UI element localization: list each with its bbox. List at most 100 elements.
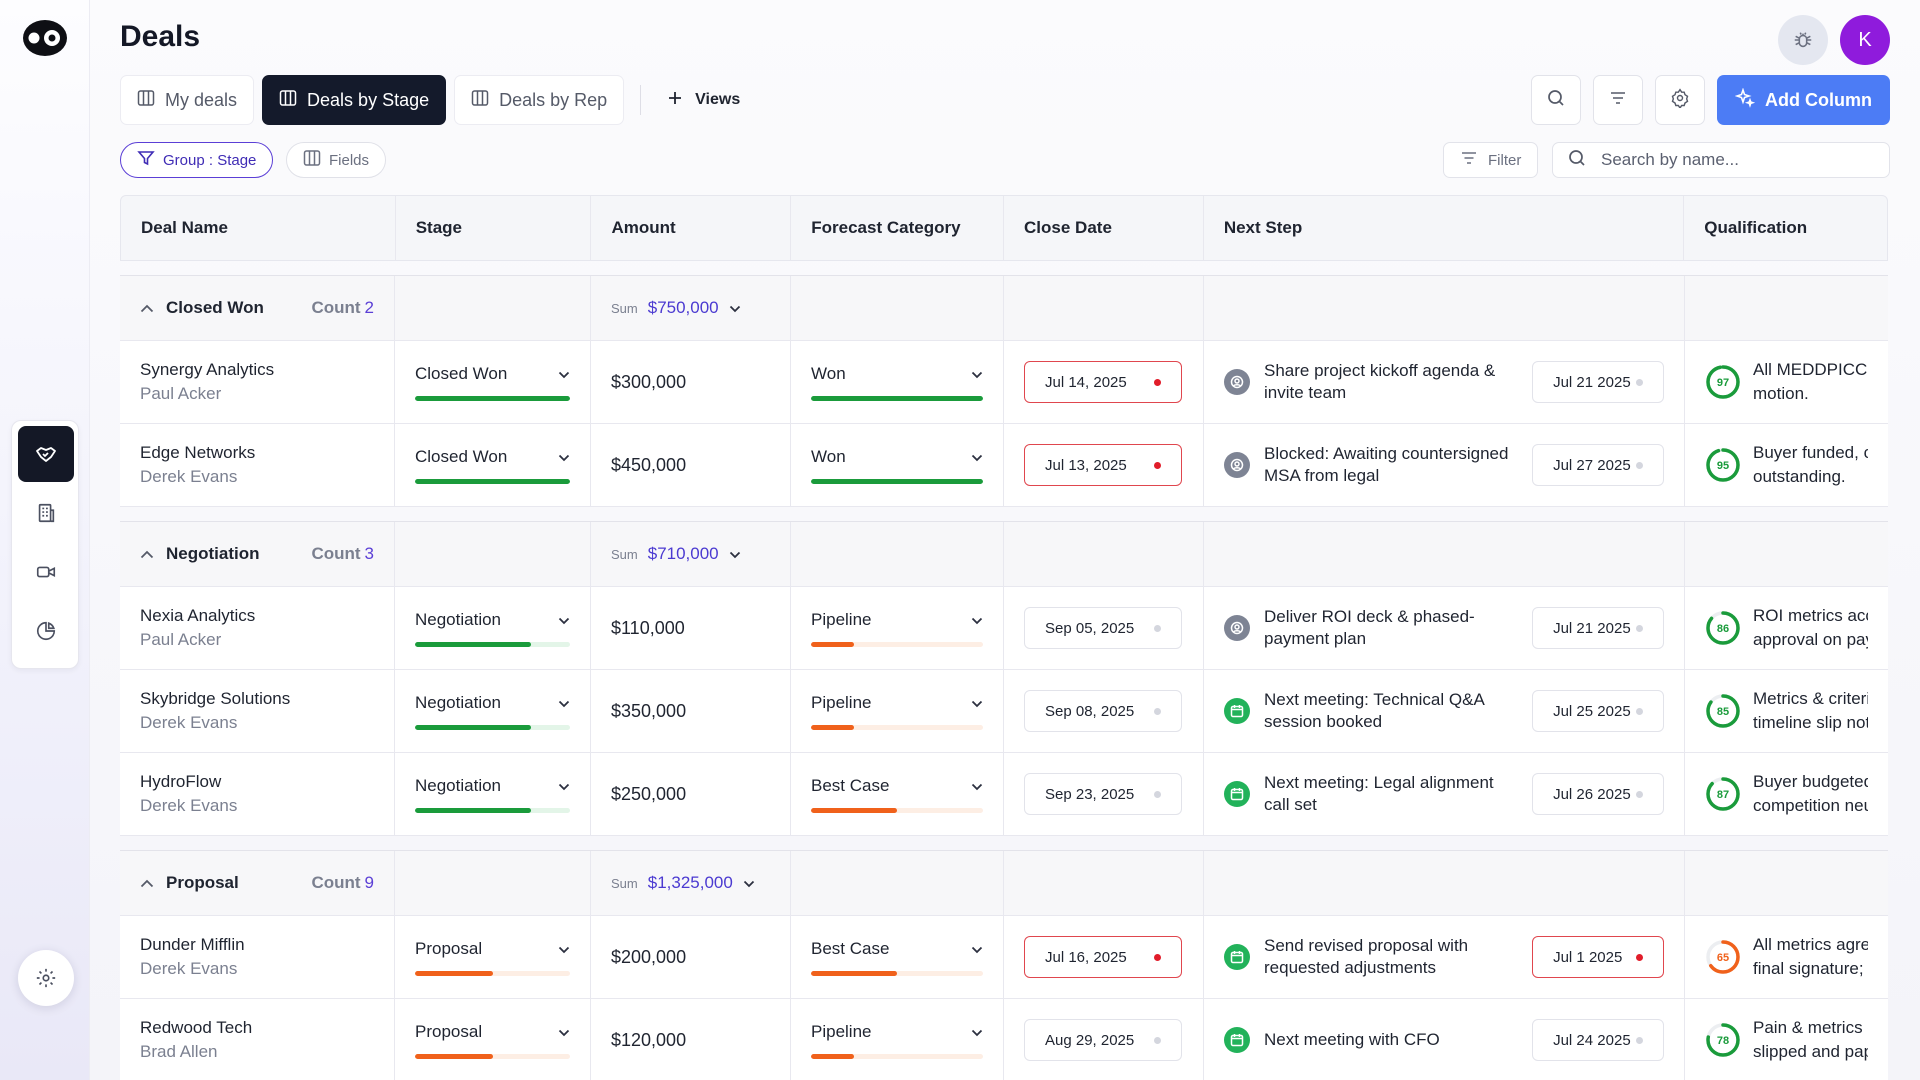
next-step-text[interactable]: Deliver ROI deck & phased-payment plan xyxy=(1264,606,1475,648)
forecast-select[interactable]: Won xyxy=(811,447,983,484)
stage-select[interactable]: Proposal xyxy=(415,939,570,976)
filter-button[interactable]: Filter xyxy=(1443,142,1539,178)
deal-amount[interactable]: $200,000 xyxy=(611,946,687,967)
table-row[interactable]: Nexia Analytics Paul Acker Negotiation $110… xyxy=(120,587,1888,670)
chevron-up-icon[interactable] xyxy=(140,298,154,318)
deals-handshake-icon[interactable] xyxy=(18,426,74,482)
search-field[interactable] xyxy=(1552,142,1890,178)
chevron-down-icon[interactable] xyxy=(729,547,741,562)
tab-deals-by-stage[interactable]: Deals by Stage xyxy=(262,75,447,125)
chevron-up-icon[interactable] xyxy=(140,873,154,893)
next-step-text[interactable]: Next meeting: Legal alignment call set xyxy=(1264,772,1494,814)
tab-my-deals[interactable]: My deals xyxy=(120,75,255,125)
qualification[interactable]: 78 Pain & metrics cle slipped and pape xyxy=(1705,1016,1868,1064)
group-header[interactable]: Negotiation Count 3 xyxy=(140,544,374,564)
app-logo-icon[interactable] xyxy=(22,18,68,58)
group-sum[interactable]: Sum $750,000 xyxy=(611,298,741,318)
group-cell[interactable]: Proposal Count 9 xyxy=(120,851,395,915)
next-step-text[interactable]: Send revised proposal with requested adj… xyxy=(1264,935,1469,977)
deal-amount[interactable]: $350,000 xyxy=(611,700,687,721)
table-row[interactable]: HydroFlow Derek Evans Negotiation $250,000 B… xyxy=(120,753,1888,836)
forecast-select[interactable]: Best Case xyxy=(811,776,983,813)
next-step-text[interactable]: Blocked: Awaiting countersigned MSA from… xyxy=(1264,443,1509,485)
search-input[interactable] xyxy=(1601,150,1861,170)
chevron-down-icon[interactable] xyxy=(743,876,755,891)
group-header[interactable]: Closed Won Count 2 xyxy=(140,298,374,318)
chevron-up-icon[interactable] xyxy=(140,544,154,564)
accounts-building-icon[interactable] xyxy=(18,485,74,541)
deal-name[interactable]: Dunder Mifflin xyxy=(140,935,245,955)
add-view-button[interactable]: Views xyxy=(657,75,750,125)
deal-name[interactable]: Redwood Tech xyxy=(140,1018,253,1038)
column-header-next-step[interactable]: Next Step xyxy=(1204,196,1685,260)
deal-name[interactable]: Synergy Analytics xyxy=(140,360,275,380)
qualification[interactable]: 87 Buyer budgeted, competition neut xyxy=(1705,770,1868,818)
qualification[interactable]: 97 All MEDDPICC fa motion. xyxy=(1705,358,1868,406)
next-step-date-picker[interactable]: Jul 1 2025 xyxy=(1532,936,1664,978)
forecast-select[interactable]: Best Case xyxy=(811,939,983,976)
stage-select[interactable]: Closed Won xyxy=(415,364,570,401)
search-button[interactable] xyxy=(1531,75,1582,125)
tab-deals-by-rep[interactable]: Deals by Rep xyxy=(454,75,625,125)
deal-name[interactable]: Edge Networks xyxy=(140,443,256,463)
next-step-date-picker[interactable]: Jul 24 2025 xyxy=(1532,1019,1664,1061)
deal-amount[interactable]: $110,000 xyxy=(611,617,685,638)
stage-select[interactable]: Negotiation xyxy=(415,610,570,647)
next-step-date-picker[interactable]: Jul 25 2025 xyxy=(1532,690,1664,732)
deal-amount[interactable]: $250,000 xyxy=(611,783,687,804)
column-header-deal-name[interactable]: Deal Name xyxy=(121,196,396,260)
column-header-amount[interactable]: Amount xyxy=(591,196,792,260)
deal-name[interactable]: HydroFlow xyxy=(140,772,222,792)
stage-select[interactable]: Proposal xyxy=(415,1022,570,1059)
deal-name[interactable]: Skybridge Solutions xyxy=(140,689,291,709)
group-cell[interactable]: Negotiation Count 3 xyxy=(120,522,395,586)
column-header-close-date[interactable]: Close Date xyxy=(1004,196,1204,260)
next-step-text[interactable]: Next meeting: Technical Q&A session book… xyxy=(1264,689,1484,731)
close-date-picker[interactable]: Jul 16, 2025 xyxy=(1024,936,1182,978)
close-date-picker[interactable]: Sep 23, 2025 xyxy=(1024,773,1182,815)
user-avatar[interactable]: K xyxy=(1840,15,1890,65)
forecast-select[interactable]: Won xyxy=(811,364,983,401)
column-header-stage[interactable]: Stage xyxy=(396,196,592,260)
stage-select[interactable]: Closed Won xyxy=(415,447,570,484)
group-cell[interactable]: Closed Won Count 2 xyxy=(120,276,395,340)
next-step-text[interactable]: Next meeting with CFO xyxy=(1264,1029,1440,1049)
close-date-picker[interactable]: Aug 29, 2025 xyxy=(1024,1019,1182,1061)
qualification[interactable]: 65 All metrics agree final signature; cl xyxy=(1705,933,1868,981)
bug-report-icon[interactable] xyxy=(1778,15,1828,65)
stage-select[interactable]: Negotiation xyxy=(415,776,570,813)
next-step-text[interactable]: Share project kickoff agenda & invite te… xyxy=(1264,360,1496,402)
fields-chip[interactable]: Fields xyxy=(286,142,387,178)
table-row[interactable]: Synergy Analytics Paul Acker Closed Won $30… xyxy=(120,341,1888,424)
close-date-picker[interactable]: Sep 05, 2025 xyxy=(1024,607,1182,649)
forecast-select[interactable]: Pipeline xyxy=(811,610,983,647)
stage-select[interactable]: Negotiation xyxy=(415,693,570,730)
deal-amount[interactable]: $120,000 xyxy=(611,1029,687,1050)
next-step-date-picker[interactable]: Jul 27 2025 xyxy=(1532,444,1664,486)
qualification[interactable]: 86 ROI metrics acce approval on payr xyxy=(1705,604,1868,652)
close-date-picker[interactable]: Jul 14, 2025 xyxy=(1024,361,1182,403)
deal-amount[interactable]: $450,000 xyxy=(611,454,687,475)
next-step-date-picker[interactable]: Jul 26 2025 xyxy=(1532,773,1664,815)
table-row[interactable]: Dunder Mifflin Derek Evans Proposal $200,00… xyxy=(120,916,1888,999)
sort-button[interactable] xyxy=(1593,75,1644,125)
add-column-button[interactable]: Add Column xyxy=(1717,75,1890,125)
close-date-picker[interactable]: Sep 08, 2025 xyxy=(1024,690,1182,732)
group-by-chip[interactable]: Group : Stage xyxy=(120,142,274,178)
group-sum[interactable]: Sum $1,325,000 xyxy=(611,873,755,893)
table-row[interactable]: Edge Networks Derek Evans Closed Won $450,0… xyxy=(120,424,1888,507)
qualification[interactable]: 95 Buyer funded, co outstanding. xyxy=(1705,441,1868,489)
group-header[interactable]: Proposal Count 9 xyxy=(140,873,374,893)
chevron-down-icon[interactable] xyxy=(729,301,741,316)
close-date-picker[interactable]: Jul 13, 2025 xyxy=(1024,444,1182,486)
table-row[interactable]: Redwood Tech Brad Allen Proposal $120,000 Pi… xyxy=(120,999,1888,1080)
deal-name[interactable]: Nexia Analytics xyxy=(140,606,256,626)
forecast-select[interactable]: Pipeline xyxy=(811,1022,983,1059)
next-step-date-picker[interactable]: Jul 21 2025 xyxy=(1532,607,1664,649)
table-row[interactable]: Skybridge Solutions Derek Evans Negotiatio… xyxy=(120,670,1888,753)
settings-gear-icon[interactable] xyxy=(18,950,74,1006)
settings-button[interactable] xyxy=(1655,75,1706,125)
column-header-forecast-category[interactable]: Forecast Category xyxy=(791,196,1005,260)
reports-pie-icon[interactable] xyxy=(18,603,74,659)
group-sum[interactable]: Sum $710,000 xyxy=(611,544,741,564)
